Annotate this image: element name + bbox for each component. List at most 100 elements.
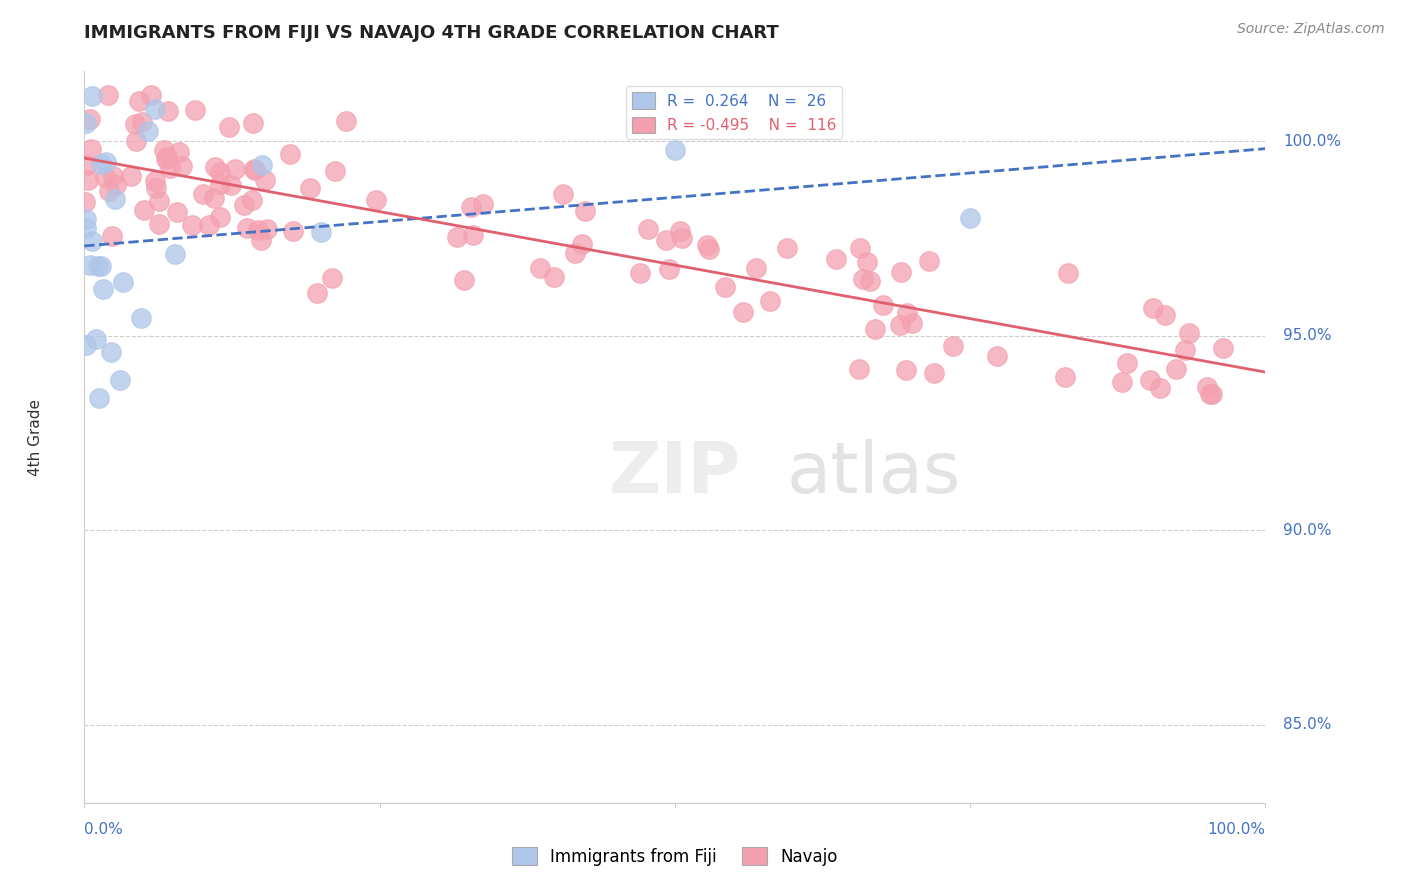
Point xyxy=(75,116,97,130)
Point xyxy=(305,286,328,301)
Point xyxy=(104,192,127,206)
Point xyxy=(1212,341,1234,355)
Text: 100.0%: 100.0% xyxy=(1284,134,1341,149)
Point xyxy=(97,184,120,198)
Point xyxy=(193,186,215,201)
Point xyxy=(859,274,882,288)
Legend: Immigrants from Fiji, Navajo: Immigrants from Fiji, Navajo xyxy=(505,840,845,872)
Point xyxy=(124,117,146,131)
Point xyxy=(218,120,240,135)
Point xyxy=(159,161,181,175)
Point xyxy=(166,205,188,219)
Point xyxy=(848,241,870,255)
Point xyxy=(148,218,170,232)
Point xyxy=(94,170,117,185)
Text: atlas: atlas xyxy=(787,439,962,508)
Point xyxy=(281,224,304,238)
Point xyxy=(825,252,848,267)
Point xyxy=(364,193,387,207)
Point xyxy=(889,318,911,333)
Point xyxy=(131,115,153,129)
Point xyxy=(249,233,271,247)
Text: 100.0%: 100.0% xyxy=(1208,822,1265,838)
Point xyxy=(986,349,1008,363)
Point xyxy=(79,258,101,272)
Point xyxy=(243,163,266,178)
Point xyxy=(574,204,596,219)
Point xyxy=(1149,381,1171,395)
Point xyxy=(145,181,167,195)
Point xyxy=(278,146,301,161)
Point xyxy=(664,143,686,157)
Point xyxy=(1154,308,1177,322)
Point xyxy=(1139,373,1161,387)
Point xyxy=(1111,376,1133,390)
Point xyxy=(243,162,266,177)
Point xyxy=(79,112,101,126)
Point xyxy=(1195,380,1218,394)
Text: ZIP: ZIP xyxy=(609,439,741,508)
Point xyxy=(87,259,110,273)
Point xyxy=(128,94,150,108)
Point xyxy=(180,218,202,232)
Point xyxy=(219,178,242,193)
Point xyxy=(198,219,221,233)
Point xyxy=(139,88,162,103)
Point xyxy=(204,160,226,174)
Point xyxy=(918,254,941,268)
Point xyxy=(745,261,768,276)
Point xyxy=(1166,362,1188,376)
Point xyxy=(1174,343,1197,357)
Point xyxy=(90,157,112,171)
Point xyxy=(460,200,482,214)
Point xyxy=(136,124,159,138)
Point xyxy=(224,161,246,176)
Point xyxy=(79,142,101,156)
Point xyxy=(1057,266,1080,280)
Point xyxy=(668,224,690,238)
Point xyxy=(76,158,98,172)
Point xyxy=(658,261,681,276)
Point xyxy=(628,267,651,281)
Point xyxy=(759,294,782,309)
Point xyxy=(75,212,97,227)
Point xyxy=(1054,370,1077,384)
Point xyxy=(1198,387,1220,401)
Point xyxy=(172,159,194,173)
Point xyxy=(75,220,97,235)
Point xyxy=(111,275,134,289)
Point xyxy=(143,102,166,116)
Text: 90.0%: 90.0% xyxy=(1284,523,1331,538)
Point xyxy=(697,242,720,256)
Point xyxy=(856,255,879,269)
Point xyxy=(94,154,117,169)
Point xyxy=(309,225,332,239)
Point xyxy=(894,362,917,376)
Point xyxy=(84,332,107,346)
Point xyxy=(901,316,924,330)
Point xyxy=(253,173,276,187)
Point xyxy=(155,153,177,167)
Point xyxy=(240,194,263,208)
Text: 85.0%: 85.0% xyxy=(1284,717,1331,732)
Point xyxy=(323,164,346,178)
Point xyxy=(242,116,264,130)
Point xyxy=(564,246,586,260)
Point xyxy=(776,241,799,255)
Point xyxy=(108,373,131,387)
Point xyxy=(696,238,718,252)
Point xyxy=(208,210,231,224)
Point xyxy=(77,173,100,187)
Point xyxy=(713,280,735,294)
Point xyxy=(156,150,179,164)
Point xyxy=(671,231,693,245)
Point xyxy=(209,177,232,191)
Point xyxy=(120,169,142,183)
Point xyxy=(97,87,120,102)
Point xyxy=(571,237,593,252)
Point xyxy=(863,322,886,336)
Point xyxy=(101,169,124,184)
Point xyxy=(1116,356,1139,370)
Point xyxy=(143,174,166,188)
Text: IMMIGRANTS FROM FIJI VS NAVAJO 4TH GRADE CORRELATION CHART: IMMIGRANTS FROM FIJI VS NAVAJO 4TH GRADE… xyxy=(84,24,779,42)
